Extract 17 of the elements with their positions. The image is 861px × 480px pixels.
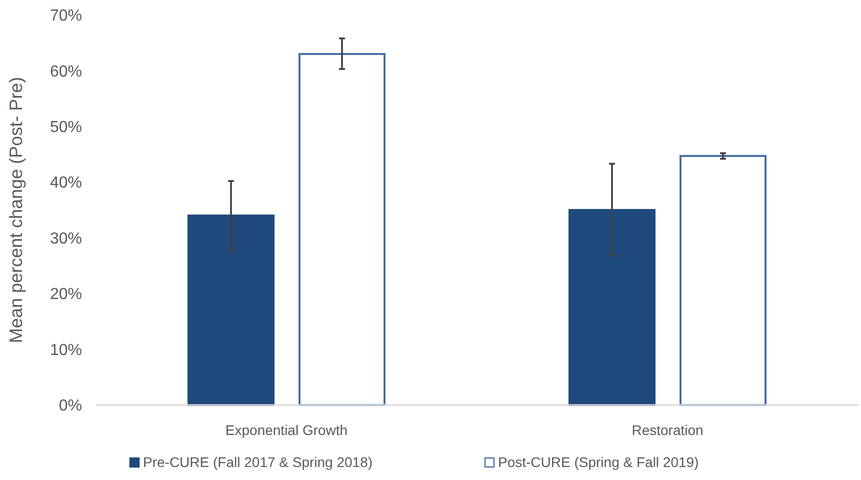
y-tick-label: 0% [58, 398, 82, 415]
bar [298, 53, 386, 406]
x-tick-label: Restoration [632, 422, 704, 438]
bar [568, 209, 656, 406]
y-tick-label: 70% [50, 8, 82, 25]
y-tick-label: 60% [50, 63, 82, 80]
y-tick-label: 20% [50, 286, 82, 304]
y-tick-label: 30% [50, 230, 82, 248]
legend-label: Pre-CURE (Fall 2017 & Spring 2018) [143, 454, 373, 470]
y-axis-title: Mean percent change (Post- Pre) [6, 76, 26, 344]
x-tick-label: Exponential Growth [225, 422, 348, 438]
legend-label: Post-CURE (Spring & Fall 2019) [498, 454, 699, 470]
bar [680, 154, 766, 406]
bar [188, 214, 274, 406]
y-tick-label: 50% [50, 119, 82, 136]
y-tick-label: 40% [50, 174, 82, 192]
y-tick-label: 10% [50, 342, 82, 359]
